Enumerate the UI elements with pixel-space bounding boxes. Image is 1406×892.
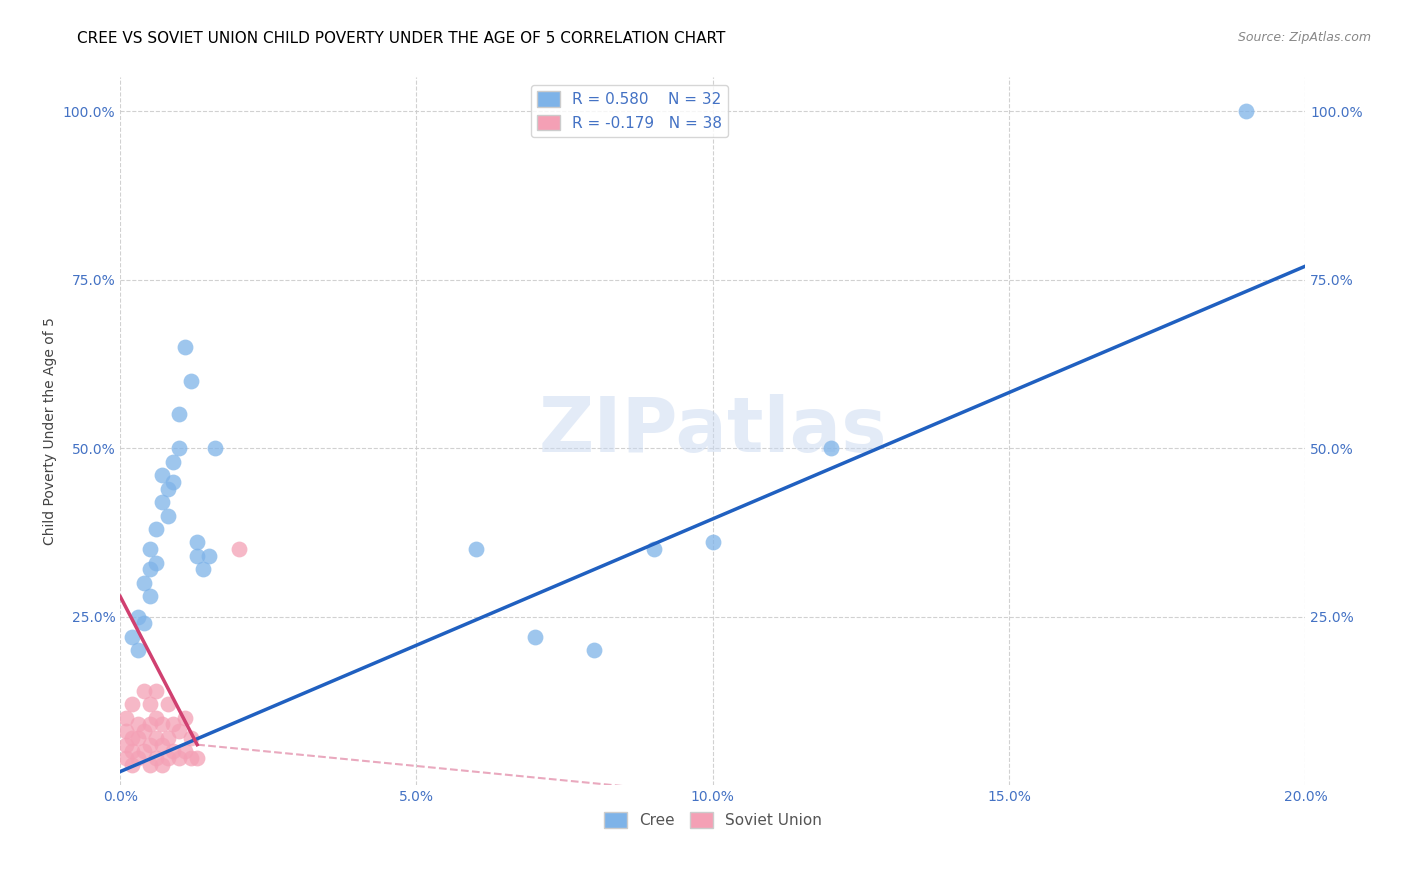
Point bbox=[180, 374, 202, 388]
Point bbox=[145, 683, 167, 698]
Point bbox=[820, 441, 842, 455]
Point bbox=[132, 724, 155, 739]
Point bbox=[174, 744, 197, 758]
Point bbox=[162, 717, 184, 731]
Point bbox=[204, 441, 226, 455]
Point bbox=[127, 609, 149, 624]
Point bbox=[162, 475, 184, 489]
Point bbox=[524, 630, 547, 644]
Point bbox=[156, 697, 179, 711]
Point bbox=[139, 590, 162, 604]
Point bbox=[186, 751, 208, 765]
Point bbox=[132, 575, 155, 590]
Point bbox=[132, 683, 155, 698]
Point bbox=[162, 454, 184, 468]
Text: Source: ZipAtlas.com: Source: ZipAtlas.com bbox=[1237, 31, 1371, 45]
Point bbox=[180, 731, 202, 745]
Point bbox=[583, 643, 606, 657]
Point bbox=[1234, 104, 1257, 119]
Point bbox=[156, 751, 179, 765]
Point bbox=[121, 731, 143, 745]
Point bbox=[174, 340, 197, 354]
Point bbox=[145, 556, 167, 570]
Point bbox=[174, 711, 197, 725]
Point bbox=[643, 542, 665, 557]
Point bbox=[156, 508, 179, 523]
Point bbox=[180, 751, 202, 765]
Legend: Cree, Soviet Union: Cree, Soviet Union bbox=[598, 805, 828, 834]
Point bbox=[169, 441, 191, 455]
Point bbox=[156, 482, 179, 496]
Point bbox=[702, 535, 724, 549]
Point bbox=[127, 731, 149, 745]
Point bbox=[150, 468, 173, 483]
Point bbox=[139, 697, 162, 711]
Point bbox=[191, 562, 214, 576]
Text: ZIPatlas: ZIPatlas bbox=[538, 394, 887, 468]
Point bbox=[121, 697, 143, 711]
Point bbox=[150, 738, 173, 752]
Point bbox=[169, 408, 191, 422]
Point bbox=[127, 751, 149, 765]
Point bbox=[228, 542, 250, 557]
Point bbox=[115, 711, 138, 725]
Point bbox=[150, 757, 173, 772]
Point bbox=[464, 542, 486, 557]
Point bbox=[132, 744, 155, 758]
Text: CREE VS SOVIET UNION CHILD POVERTY UNDER THE AGE OF 5 CORRELATION CHART: CREE VS SOVIET UNION CHILD POVERTY UNDER… bbox=[77, 31, 725, 46]
Point bbox=[121, 757, 143, 772]
Point bbox=[139, 738, 162, 752]
Point bbox=[127, 643, 149, 657]
Point bbox=[139, 562, 162, 576]
Point bbox=[150, 717, 173, 731]
Point bbox=[139, 542, 162, 557]
Point bbox=[139, 717, 162, 731]
Point bbox=[121, 744, 143, 758]
Point bbox=[145, 751, 167, 765]
Point bbox=[115, 751, 138, 765]
Point bbox=[145, 711, 167, 725]
Point bbox=[186, 535, 208, 549]
Point bbox=[145, 731, 167, 745]
Point bbox=[139, 757, 162, 772]
Point bbox=[198, 549, 221, 563]
Point bbox=[186, 549, 208, 563]
Point bbox=[115, 724, 138, 739]
Y-axis label: Child Poverty Under the Age of 5: Child Poverty Under the Age of 5 bbox=[44, 318, 58, 545]
Point bbox=[132, 616, 155, 631]
Point bbox=[145, 522, 167, 536]
Point bbox=[115, 738, 138, 752]
Point bbox=[127, 717, 149, 731]
Point bbox=[156, 731, 179, 745]
Point bbox=[121, 630, 143, 644]
Point bbox=[169, 724, 191, 739]
Point bbox=[150, 495, 173, 509]
Point bbox=[162, 744, 184, 758]
Point bbox=[169, 751, 191, 765]
